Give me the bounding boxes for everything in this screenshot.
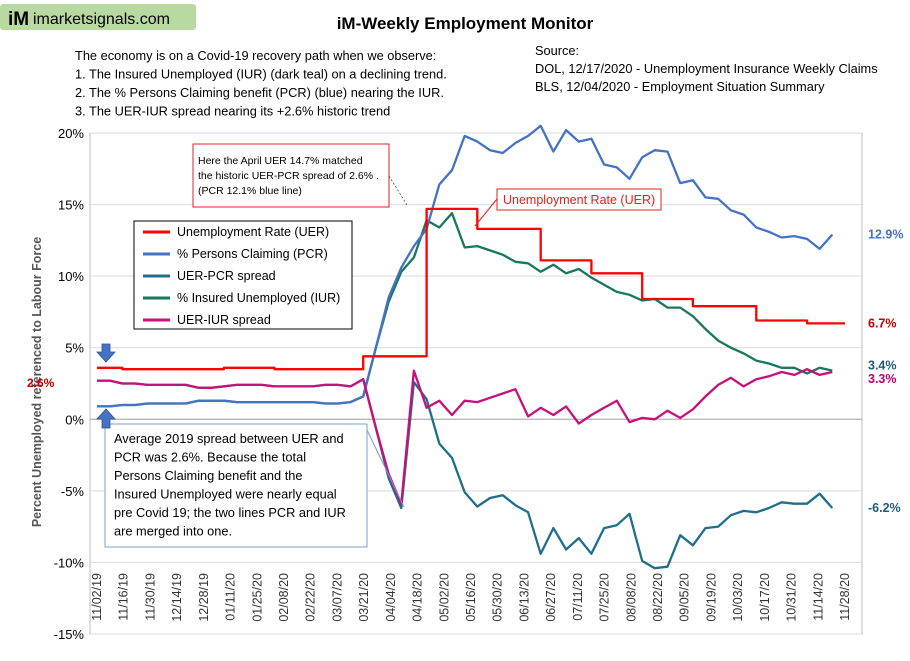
intro-line: 1. The Insured Unemployed (IUR) (dark te…: [75, 67, 447, 82]
callout-uer-text: Unemployment Rate (UER): [503, 193, 655, 207]
y-tick-label: 0%: [65, 412, 84, 427]
legend-label: Unemployment Rate (UER): [177, 225, 329, 239]
x-tick-label: 11/16/19: [117, 573, 131, 621]
y-tick-label: 15%: [58, 198, 84, 213]
series-line-1: [97, 124, 834, 408]
chart-title: iM-Weekly Employment Monitor: [337, 14, 594, 33]
callout-top-line: (PCR 12.1% blue line): [198, 185, 302, 197]
end-labels: 12.9% 6.7% 3.4%3.3% -6.2%: [868, 228, 903, 515]
end-label: 6.7%: [868, 316, 897, 330]
x-tick-labels: 11/02/19 11/16/19 11/30/19 12/14/19 12/28/19…: [90, 573, 852, 622]
logo-text: imarketsignals.com: [33, 11, 170, 28]
x-tick-label: 11/02/19: [90, 573, 104, 621]
grid-lines: [89, 132, 863, 635]
intro-line: 2. The % Persons Claiming benefit (PCR) …: [75, 85, 444, 100]
marker-label: 2.6%: [27, 376, 55, 390]
x-tick-label: 10/03/20: [731, 573, 745, 622]
x-tick-label: 05/16/20: [464, 573, 478, 622]
x-tick-label: 09/19/20: [704, 573, 718, 622]
end-label: -6.2%: [868, 501, 901, 515]
x-tick-label: 01/11/20: [224, 573, 238, 621]
plot-area: [89, 132, 863, 635]
callout-bottom-line: are merged into one.: [114, 524, 232, 539]
callout-bottom-line: Insured Unemployed were nearly equal: [114, 487, 337, 502]
source-text: Source: DOL, 12/17/2020 - Unemployment In…: [535, 43, 878, 94]
y-tick-label: -5%: [61, 484, 85, 499]
x-tick-label: 12/28/19: [197, 573, 211, 622]
x-tick-label: 10/17/20: [758, 573, 772, 622]
callout-bottom-line: Persons Claiming benefit and the: [114, 468, 303, 483]
arrow-up-icon: [96, 408, 116, 429]
callout-bottom-line: Average 2019 spread between UER and: [114, 431, 344, 446]
series-line-4: [97, 368, 833, 505]
x-tick-label: 03/07/20: [330, 573, 344, 622]
y-axis-label: Percent Unemployed referenced to Labour …: [30, 237, 44, 527]
x-tick-label: 07/25/20: [598, 573, 612, 622]
x-tick-label: 07/11/20: [571, 573, 585, 621]
x-tick-label: 06/13/20: [517, 573, 531, 622]
y-tick-label: 10%: [58, 269, 84, 284]
series-line-0: [97, 207, 845, 371]
x-tick-label: 09/05/20: [678, 573, 692, 622]
source-line: BLS, 12/04/2020 - Employment Situation S…: [535, 79, 825, 94]
x-tick-label: 08/08/20: [624, 573, 638, 622]
x-tick-label: 04/18/20: [411, 573, 425, 622]
legend-label: % Insured Unemployed (IUR): [177, 291, 340, 305]
x-tick-label: 12/14/19: [170, 573, 184, 622]
x-tick-label: 11/14/20: [811, 573, 825, 621]
x-tick-label: 02/08/20: [277, 573, 291, 622]
intro-text: The economy is on a Covid-19 recovery pa…: [75, 48, 447, 119]
x-tick-label: 02/22/20: [304, 573, 318, 622]
intro-line: The economy is on a Covid-19 recovery pa…: [75, 48, 436, 63]
callout-bottom-line: PCR was 2.6%. Because the total: [114, 450, 306, 465]
x-tick-label: 11/30/19: [143, 573, 157, 621]
callout-april-uer: Here the April UER 14.7% matched the hist…: [192, 143, 408, 208]
intro-line: 3. The UER-IUR spread nearing its +2.6% …: [75, 104, 390, 119]
source-line: Source:: [535, 43, 579, 58]
spread-marker: 2.6%: [27, 343, 116, 429]
legend-label: % Persons Claiming (PCR): [177, 247, 328, 261]
callout-bottom-line: pre Covid 19; the two lines PCR and IUR: [114, 505, 346, 520]
x-tick-label: 06/27/20: [544, 573, 558, 622]
logo: iM imarketsignals.com: [0, 4, 196, 30]
end-label: 3.3%: [868, 372, 897, 386]
legend-label: UER-PCR spread: [177, 269, 276, 283]
x-tick-label: 05/02/20: [437, 573, 451, 622]
callout-2019-spread: Average 2019 spread between UER and PCR w…: [104, 423, 405, 548]
y-tick-label: -10%: [54, 555, 85, 570]
end-label: 12.9%: [868, 228, 903, 242]
callout-top-line: Here the April UER 14.7% matched: [198, 155, 363, 167]
series-lines: [97, 124, 845, 570]
legend: Unemployment Rate (UER) % Persons Claimin…: [133, 220, 353, 330]
end-label: 3.4%: [868, 359, 897, 373]
callout-top-line: the historic UER-PCR spread of 2.6% .: [198, 170, 379, 182]
arrow-down-icon: [96, 343, 116, 363]
callout-uer-label: Unemployment Rate (UER): [474, 188, 662, 227]
source-line: DOL, 12/17/2020 - Unemployment Insurance…: [535, 61, 878, 76]
x-tick-label: 08/22/20: [651, 573, 665, 622]
logo-mark: iM: [8, 9, 29, 30]
y-tick-labels: 20% 15% 10% 5% 0% -5% -10% -15%: [54, 126, 85, 642]
legend-label: UER-IUR spread: [177, 313, 271, 327]
logo-background: [0, 4, 196, 30]
y-tick-label: 5%: [65, 341, 84, 356]
x-tick-label: 05/30/20: [491, 573, 505, 622]
x-tick-label: 04/04/20: [384, 573, 398, 622]
x-tick-label: 11/28/20: [838, 573, 852, 621]
x-tick-label: 01/25/20: [250, 573, 264, 622]
x-tick-label: 10/31/20: [785, 573, 799, 622]
y-tick-label: 20%: [58, 126, 84, 141]
y-tick-label: -15%: [54, 627, 85, 642]
x-tick-label: 03/21/20: [357, 573, 371, 622]
